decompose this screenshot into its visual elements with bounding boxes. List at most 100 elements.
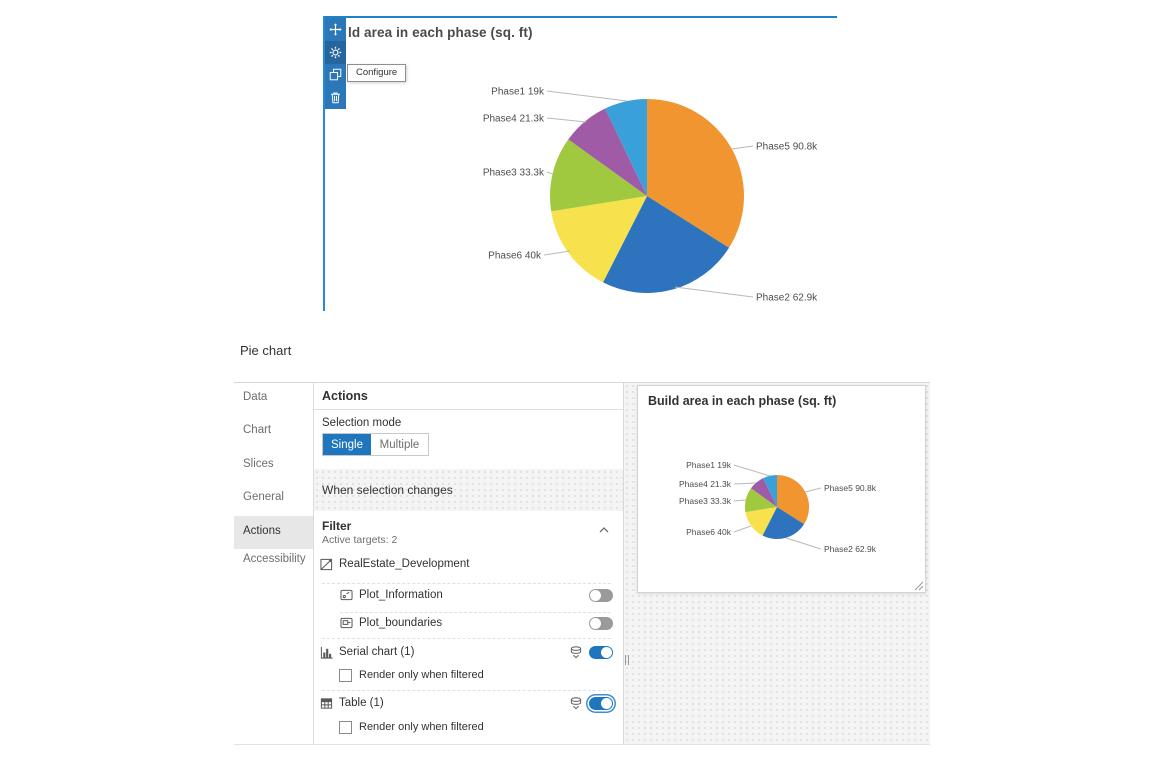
pie-slice-label: Phase4 21.3k [679, 479, 732, 489]
label-leader-line [785, 537, 822, 550]
render-only-row: Render only when filtered [339, 665, 484, 685]
resize-corner-icon[interactable] [914, 581, 924, 591]
pie-slice-label: Phase1 19k [686, 460, 732, 470]
toggle-table[interactable] [589, 696, 613, 710]
toggle-knob [601, 646, 612, 658]
label-leader-line [546, 171, 554, 175]
render-only-label: Render only when filtered [359, 669, 484, 681]
toggle-knob [590, 589, 601, 601]
pie-chart-widget: Phase5 90.8k Phase2 62.9k Phase6 40k Phase3… [323, 16, 837, 311]
render-only-label: Render only when filtered [359, 721, 484, 733]
tab-actions[interactable]: Actions [234, 515, 313, 549]
toggle-knob [601, 697, 612, 709]
divider [322, 583, 611, 584]
divider [340, 612, 611, 613]
label-leader-line [733, 464, 771, 477]
chevron-up-icon[interactable] [599, 527, 609, 533]
pie-slice-phase4[interactable] [568, 108, 647, 197]
pie-slice-phase6[interactable] [551, 196, 647, 283]
panel-header: Actions [322, 389, 368, 403]
pie-slice-phase3[interactable] [549, 139, 647, 212]
pie-slice-label: Phase1 19k [491, 87, 545, 98]
layer-group-icon [340, 617, 353, 629]
pie-slice-label: Phase4 21.3k [483, 114, 545, 125]
label-leader-line [733, 482, 757, 485]
mode-single-button[interactable]: Single [323, 434, 371, 455]
pie-slice-phase2[interactable] [762, 507, 805, 540]
dialog-title: Pie chart [240, 343, 292, 358]
pie-slice-phase5[interactable] [647, 99, 744, 248]
preview-title: Build area in each phase (sq. ft) [648, 394, 837, 408]
pie-slice-label: Phase6 40k [488, 251, 542, 262]
toggle-serial-chart[interactable] [589, 645, 613, 659]
label-leader-line [543, 250, 571, 256]
pie-chart-preview-card: Phase5 90.8k Phase2 62.9k Phase6 40k Phase3… [637, 385, 926, 593]
pie-slice-phase3[interactable] [744, 488, 777, 513]
filter-target-layer-row[interactable]: Plot_Information [314, 585, 623, 605]
tab-chart[interactable]: Chart [243, 424, 272, 437]
render-only-checkbox[interactable] [339, 720, 352, 734]
pie-slice-label: Phase6 40k [686, 527, 732, 537]
pie-slice-phase5[interactable] [777, 474, 810, 525]
tab-accessibility[interactable]: Accessibility [243, 552, 306, 565]
serial-chart-icon [320, 646, 333, 659]
render-only-checkbox[interactable] [339, 668, 352, 682]
pie-chart-canvas: Phase5 90.8k Phase2 62.9k Phase6 40k Phase3… [483, 87, 818, 304]
section-label: When selection changes [322, 483, 453, 497]
pie-slice-label: Phase5 90.8k [756, 142, 818, 153]
gear-icon [329, 46, 342, 59]
layer-icon [340, 589, 353, 601]
layer-target-label: Plot_boundaries [359, 617, 443, 629]
label-leader-line [674, 286, 754, 298]
label-leader-line [546, 117, 587, 123]
selection-mode-label: Selection mode [322, 417, 402, 429]
pie-chart-config-dialog: Data Chart Slices General Actions Access… [234, 382, 930, 745]
splitter-handle-icon[interactable] [625, 655, 631, 665]
pie-slice-label: Phase5 90.8k [824, 483, 877, 493]
delete-button[interactable] [325, 86, 346, 109]
widget-title: ld area in each phase (sq. ft) [348, 25, 533, 40]
filter-target-serial-chart-row[interactable]: Serial chart (1) [314, 642, 623, 662]
render-only-row: Render only when filtered [339, 717, 484, 737]
tab-slices[interactable]: Slices [243, 457, 274, 470]
duplicate-button[interactable] [325, 64, 346, 87]
toggle-plot-information[interactable] [589, 588, 613, 602]
pie-slice-phase6[interactable] [745, 507, 777, 536]
data-source-icon[interactable] [570, 696, 582, 710]
when-selection-changes-section: When selection changes [314, 469, 623, 511]
move-button[interactable] [325, 18, 346, 41]
widget-target-label: Table (1) [339, 697, 384, 709]
label-leader-line [546, 90, 628, 102]
pie-slice-label: Phase2 62.9k [756, 293, 818, 304]
label-leader-line [804, 487, 822, 493]
configure-button[interactable] [325, 40, 346, 64]
divider [322, 638, 611, 639]
toggle-knob [590, 617, 601, 629]
table-icon [320, 697, 333, 710]
tab-data[interactable]: Data [243, 391, 268, 403]
filter-target-map-row[interactable]: RealEstate_Development [314, 554, 623, 574]
widget-toolbar [325, 18, 346, 109]
widget-selection-border-top [325, 16, 837, 18]
config-tab-rail: Data Chart Slices General Actions Access… [234, 383, 314, 744]
tab-general[interactable]: General [243, 491, 284, 504]
filter-target-table-row[interactable]: Table (1) [314, 693, 623, 713]
pie-slice-label: Phase3 33.3k [679, 496, 732, 506]
pie-slice-phase1[interactable] [763, 474, 777, 507]
pie-slice-phase1[interactable] [605, 98, 647, 196]
pie-slice-phase2[interactable] [603, 196, 729, 293]
toggle-plot-boundaries[interactable] [589, 616, 613, 630]
trash-icon [329, 91, 342, 104]
preview-pane: Phase5 90.8k Phase2 62.9k Phase6 40k Phase3… [623, 383, 930, 744]
filter-target-layer-row[interactable]: Plot_boundaries [314, 613, 623, 633]
actions-panel: Actions Selection mode Single Multiple W… [314, 383, 623, 744]
divider [322, 690, 611, 691]
label-leader-line [733, 499, 747, 502]
data-source-icon[interactable] [570, 645, 582, 659]
pie-slice-phase4[interactable] [751, 478, 777, 507]
preview-pie-canvas: Phase5 90.8k Phase2 62.9k Phase6 40k Phase3… [679, 460, 877, 554]
mode-multiple-button[interactable]: Multiple [371, 434, 428, 455]
layer-target-label: Plot_Information [359, 589, 443, 601]
filter-title: Filter [322, 519, 352, 533]
